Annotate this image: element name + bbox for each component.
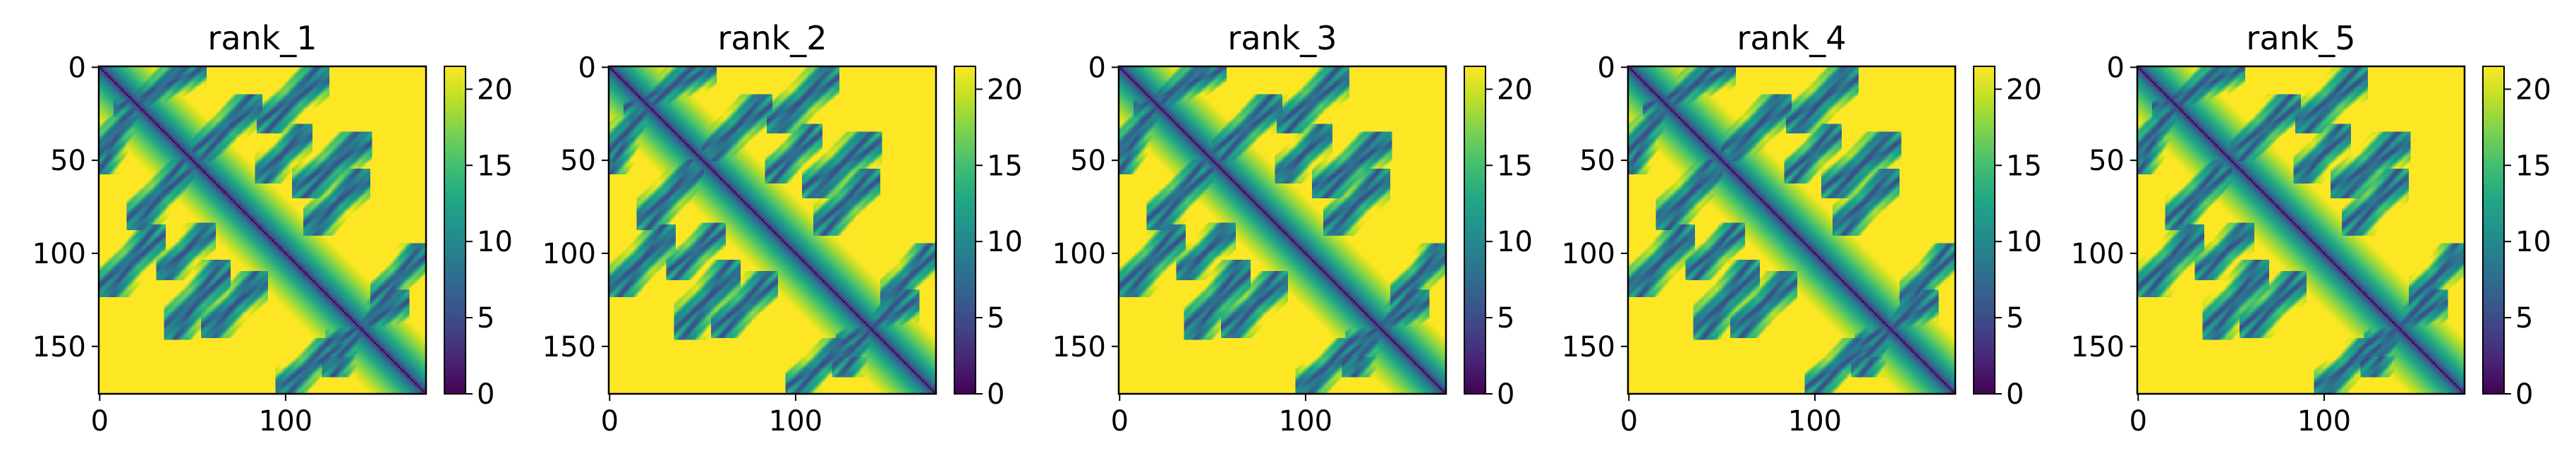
- x-tick-label: 100: [2297, 405, 2351, 438]
- y-tick-label: 50: [1579, 145, 1615, 177]
- colorbar-tick-label: 5: [477, 302, 494, 335]
- panel-2: rank_2 0 50 100 150 0 100 0 5 10 15 20: [542, 19, 1023, 438]
- y-tick-label: 100: [1562, 238, 1615, 270]
- panel-5: rank_5 0 50 100 150 0 100 0 5 10 15 20: [2071, 19, 2551, 438]
- colorbar-tick-label: 15: [987, 150, 1023, 182]
- y-tick-label: 150: [542, 331, 596, 363]
- y-tick-label: 100: [542, 238, 596, 270]
- colorbar-tick-label: 0: [987, 378, 1004, 411]
- colorbar-tick-label: 20: [1497, 73, 1533, 106]
- panel-title: rank_3: [1227, 19, 1337, 57]
- axes-frame: [1627, 65, 1957, 395]
- y-tick-label: 50: [50, 145, 86, 177]
- y-tick-label: 100: [2071, 238, 2125, 270]
- y-tick-label: 0: [68, 52, 86, 84]
- colorbar: [1973, 66, 1995, 395]
- x-tick-label: 100: [769, 405, 822, 438]
- heatmap-image: [1628, 66, 1955, 394]
- axes-frame: [97, 65, 427, 395]
- y-tick-label: 0: [1088, 52, 1106, 84]
- x-tick-label: 0: [1620, 405, 1638, 438]
- axes-frame: [1117, 65, 1447, 395]
- colorbar: [954, 66, 976, 395]
- y-tick-label: 150: [32, 331, 86, 363]
- x-tick-label: 0: [2130, 405, 2147, 438]
- y-tick-label: 100: [32, 238, 86, 270]
- y-tick-label: 50: [560, 145, 596, 177]
- y-tick-label: 50: [2089, 145, 2125, 177]
- y-tick-label: 150: [2071, 331, 2125, 363]
- colorbar-tick-label: 20: [2006, 73, 2042, 106]
- colorbar-tick-label: 20: [2515, 73, 2551, 106]
- colorbar-tick-label: 5: [2515, 302, 2533, 335]
- y-tick-label: 150: [1052, 331, 1106, 363]
- heatmap-image: [609, 66, 936, 394]
- panel-title: rank_4: [1737, 19, 1846, 57]
- x-tick-label: 0: [1111, 405, 1129, 438]
- panel-title: rank_5: [2246, 19, 2355, 57]
- y-tick-label: 50: [1070, 145, 1106, 177]
- colorbar-tick-label: 10: [477, 226, 513, 258]
- colorbar: [444, 66, 466, 395]
- colorbar-tick-label: 0: [1497, 378, 1514, 411]
- y-tick-label: 0: [1598, 52, 1615, 84]
- panel-1: rank_1 0 50 100 150 0 100 0 5 10 15 20: [32, 19, 513, 438]
- panel-title: rank_2: [717, 19, 827, 57]
- colorbar-tick-label: 20: [477, 73, 513, 106]
- y-tick-label: 100: [1052, 238, 1106, 270]
- colorbar-tick-label: 0: [477, 378, 494, 411]
- heatmap-image: [99, 66, 426, 394]
- x-tick-label: 0: [601, 405, 619, 438]
- colorbar-tick-label: 5: [987, 302, 1004, 335]
- axes-frame: [2136, 65, 2466, 395]
- colorbar-tick-label: 10: [2515, 226, 2551, 258]
- colorbar-tick-label: 15: [1497, 150, 1533, 182]
- x-tick-label: 0: [91, 405, 109, 438]
- colorbar-tick-label: 20: [987, 73, 1023, 106]
- colorbar-tick-label: 10: [1497, 226, 1533, 258]
- panel-4: rank_4 0 50 100 150 0 100 0 5 10 15 20: [1562, 19, 2042, 438]
- colorbar-tick-label: 0: [2006, 378, 2024, 411]
- panel-title: rank_1: [207, 19, 317, 57]
- colorbar: [1464, 66, 1486, 395]
- colorbar: [2482, 66, 2505, 395]
- heatmap-image: [1119, 66, 1446, 394]
- colorbar-tick-label: 15: [2006, 150, 2042, 182]
- colorbar-tick-label: 15: [477, 150, 513, 182]
- y-tick-label: 150: [1562, 331, 1615, 363]
- colorbar-tick-label: 5: [1497, 302, 1514, 335]
- y-tick-label: 0: [2107, 52, 2125, 84]
- heatmap-image: [2137, 66, 2465, 394]
- colorbar-tick-label: 10: [2006, 226, 2042, 258]
- colorbar-tick-label: 15: [2515, 150, 2551, 182]
- x-tick-label: 100: [1788, 405, 1842, 438]
- colorbar-tick-label: 5: [2006, 302, 2024, 335]
- x-tick-label: 100: [1279, 405, 1332, 438]
- colorbar-tick-label: 0: [2515, 378, 2533, 411]
- axes-frame: [607, 65, 937, 395]
- colorbar-tick-label: 10: [987, 226, 1023, 258]
- panel-3: rank_3 0 50 100 150 0 100 0 5 10 15 20: [1052, 19, 1533, 438]
- x-tick-label: 100: [259, 405, 312, 438]
- y-tick-label: 0: [578, 52, 596, 84]
